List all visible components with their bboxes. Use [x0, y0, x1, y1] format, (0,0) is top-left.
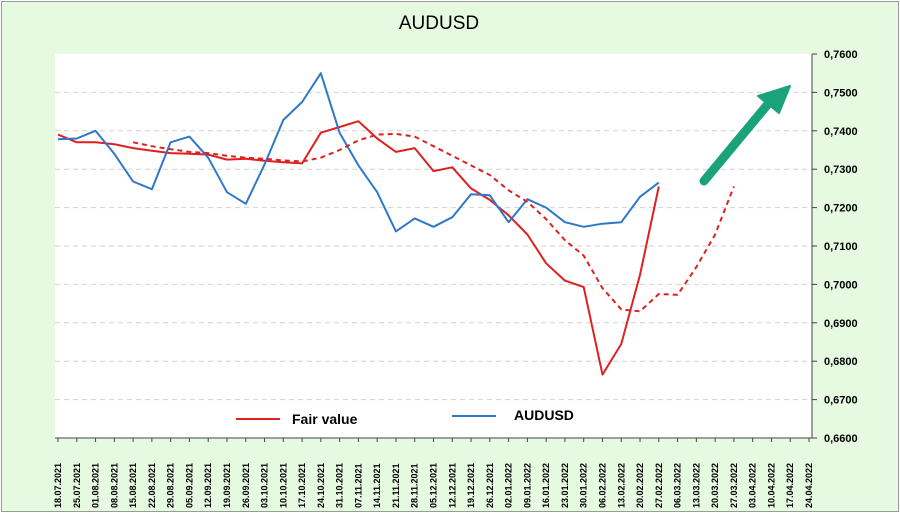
x-tick-label: 30.01.2022	[579, 463, 589, 508]
x-tick-label: 19.12.2021	[466, 463, 476, 508]
x-tick-label: 20.02.2022	[635, 463, 645, 508]
x-tick-label: 20.03.2022	[710, 463, 720, 508]
x-tick-label: 01.08.2021	[91, 463, 101, 508]
legend-label-audusd: AUDUSD	[514, 407, 574, 423]
x-tick-label: 07.11.2021	[353, 463, 363, 508]
x-tick-label: 28.11.2021	[410, 463, 420, 508]
x-tick-label: 17.10.2021	[297, 463, 307, 508]
x-tick-label: 03.10.2021	[260, 463, 270, 508]
y-tick-label: 0,7200	[824, 203, 858, 215]
x-tick-label: 12.09.2021	[203, 463, 213, 508]
x-tick-label: 13.02.2022	[616, 463, 626, 508]
x-tick-label: 18.07.2021	[53, 463, 63, 508]
x-tick-label: 24.10.2021	[316, 463, 326, 508]
x-tick-label: 05.09.2021	[184, 463, 194, 508]
x-tick-label: 24.04.2022	[804, 463, 814, 508]
up-trend-arrow-icon	[699, 85, 791, 186]
x-tick-label: 27.02.2022	[654, 463, 664, 508]
x-tick-label: 09.01.2022	[522, 463, 532, 508]
x-tick-label: 03.04.2022	[748, 463, 758, 508]
x-tick-label: 16.01.2022	[541, 463, 551, 508]
y-tick-label: 0,7300	[824, 164, 858, 176]
x-tick-label: 17.04.2022	[785, 463, 795, 508]
series-line-2	[57, 72, 660, 233]
x-tick-label: 10.10.2021	[278, 463, 288, 508]
x-tick-label: 21.11.2021	[391, 463, 401, 508]
x-tick-label: 12.12.2021	[447, 463, 457, 508]
x-tick-label: 26.09.2021	[241, 463, 251, 508]
y-tick-label: 0,7000	[824, 279, 858, 291]
y-tick-label: 0,6800	[824, 356, 858, 368]
series-line-1	[57, 120, 660, 376]
legend: Fair value AUDUSD	[236, 407, 574, 427]
y-tick-label: 0,6900	[824, 318, 858, 330]
x-tick-label: 15.08.2021	[128, 463, 138, 508]
x-tick-label: 08.08.2021	[109, 463, 119, 508]
x-tick-label: 25.07.2021	[72, 463, 82, 508]
y-axis: 0,6600 0,6700 0,6800 0,6900 0,7000 0,7100 0,72…	[811, 49, 858, 445]
series-layer	[57, 72, 735, 376]
x-tick-label: 19.09.2021	[222, 463, 232, 508]
x-tick-label: 27.03.2022	[729, 463, 739, 508]
x-axis: 18.07.2021 25.07.2021 01.08.2021 08.08.2021…	[53, 437, 814, 508]
x-tick-label: 26.12.2021	[485, 463, 495, 508]
x-tick-label: 31.10.2021	[335, 463, 345, 508]
x-tick-label: 06.02.2022	[597, 463, 607, 508]
series-line-3	[132, 132, 735, 313]
x-tick-label: 23.01.2022	[560, 463, 570, 508]
x-tick-label: 14.11.2021	[372, 463, 382, 508]
y-tick-label: 0,7500	[824, 87, 858, 99]
x-tick-label: 05.12.2021	[429, 463, 439, 508]
y-tick-label: 0,7100	[824, 241, 858, 253]
x-tick-label: 02.01.2022	[504, 463, 514, 508]
y-tick-label: 0,6700	[824, 395, 858, 407]
y-tick-label: 0,7600	[824, 49, 858, 61]
x-tick-label: 22.08.2021	[147, 463, 157, 508]
x-tick-label: 13.03.2022	[691, 463, 701, 508]
x-tick-label: 10.04.2022	[766, 463, 776, 508]
chart-title: AUDUSD	[399, 13, 479, 34]
legend-label-fair-value: Fair value	[292, 411, 358, 427]
x-tick-label: 29.08.2021	[166, 463, 176, 508]
x-tick-label: 06.03.2022	[673, 463, 683, 508]
grid-lines	[55, 91, 812, 401]
y-tick-label: 0,7400	[824, 126, 858, 138]
y-tick-label: 0,6600	[824, 433, 858, 445]
